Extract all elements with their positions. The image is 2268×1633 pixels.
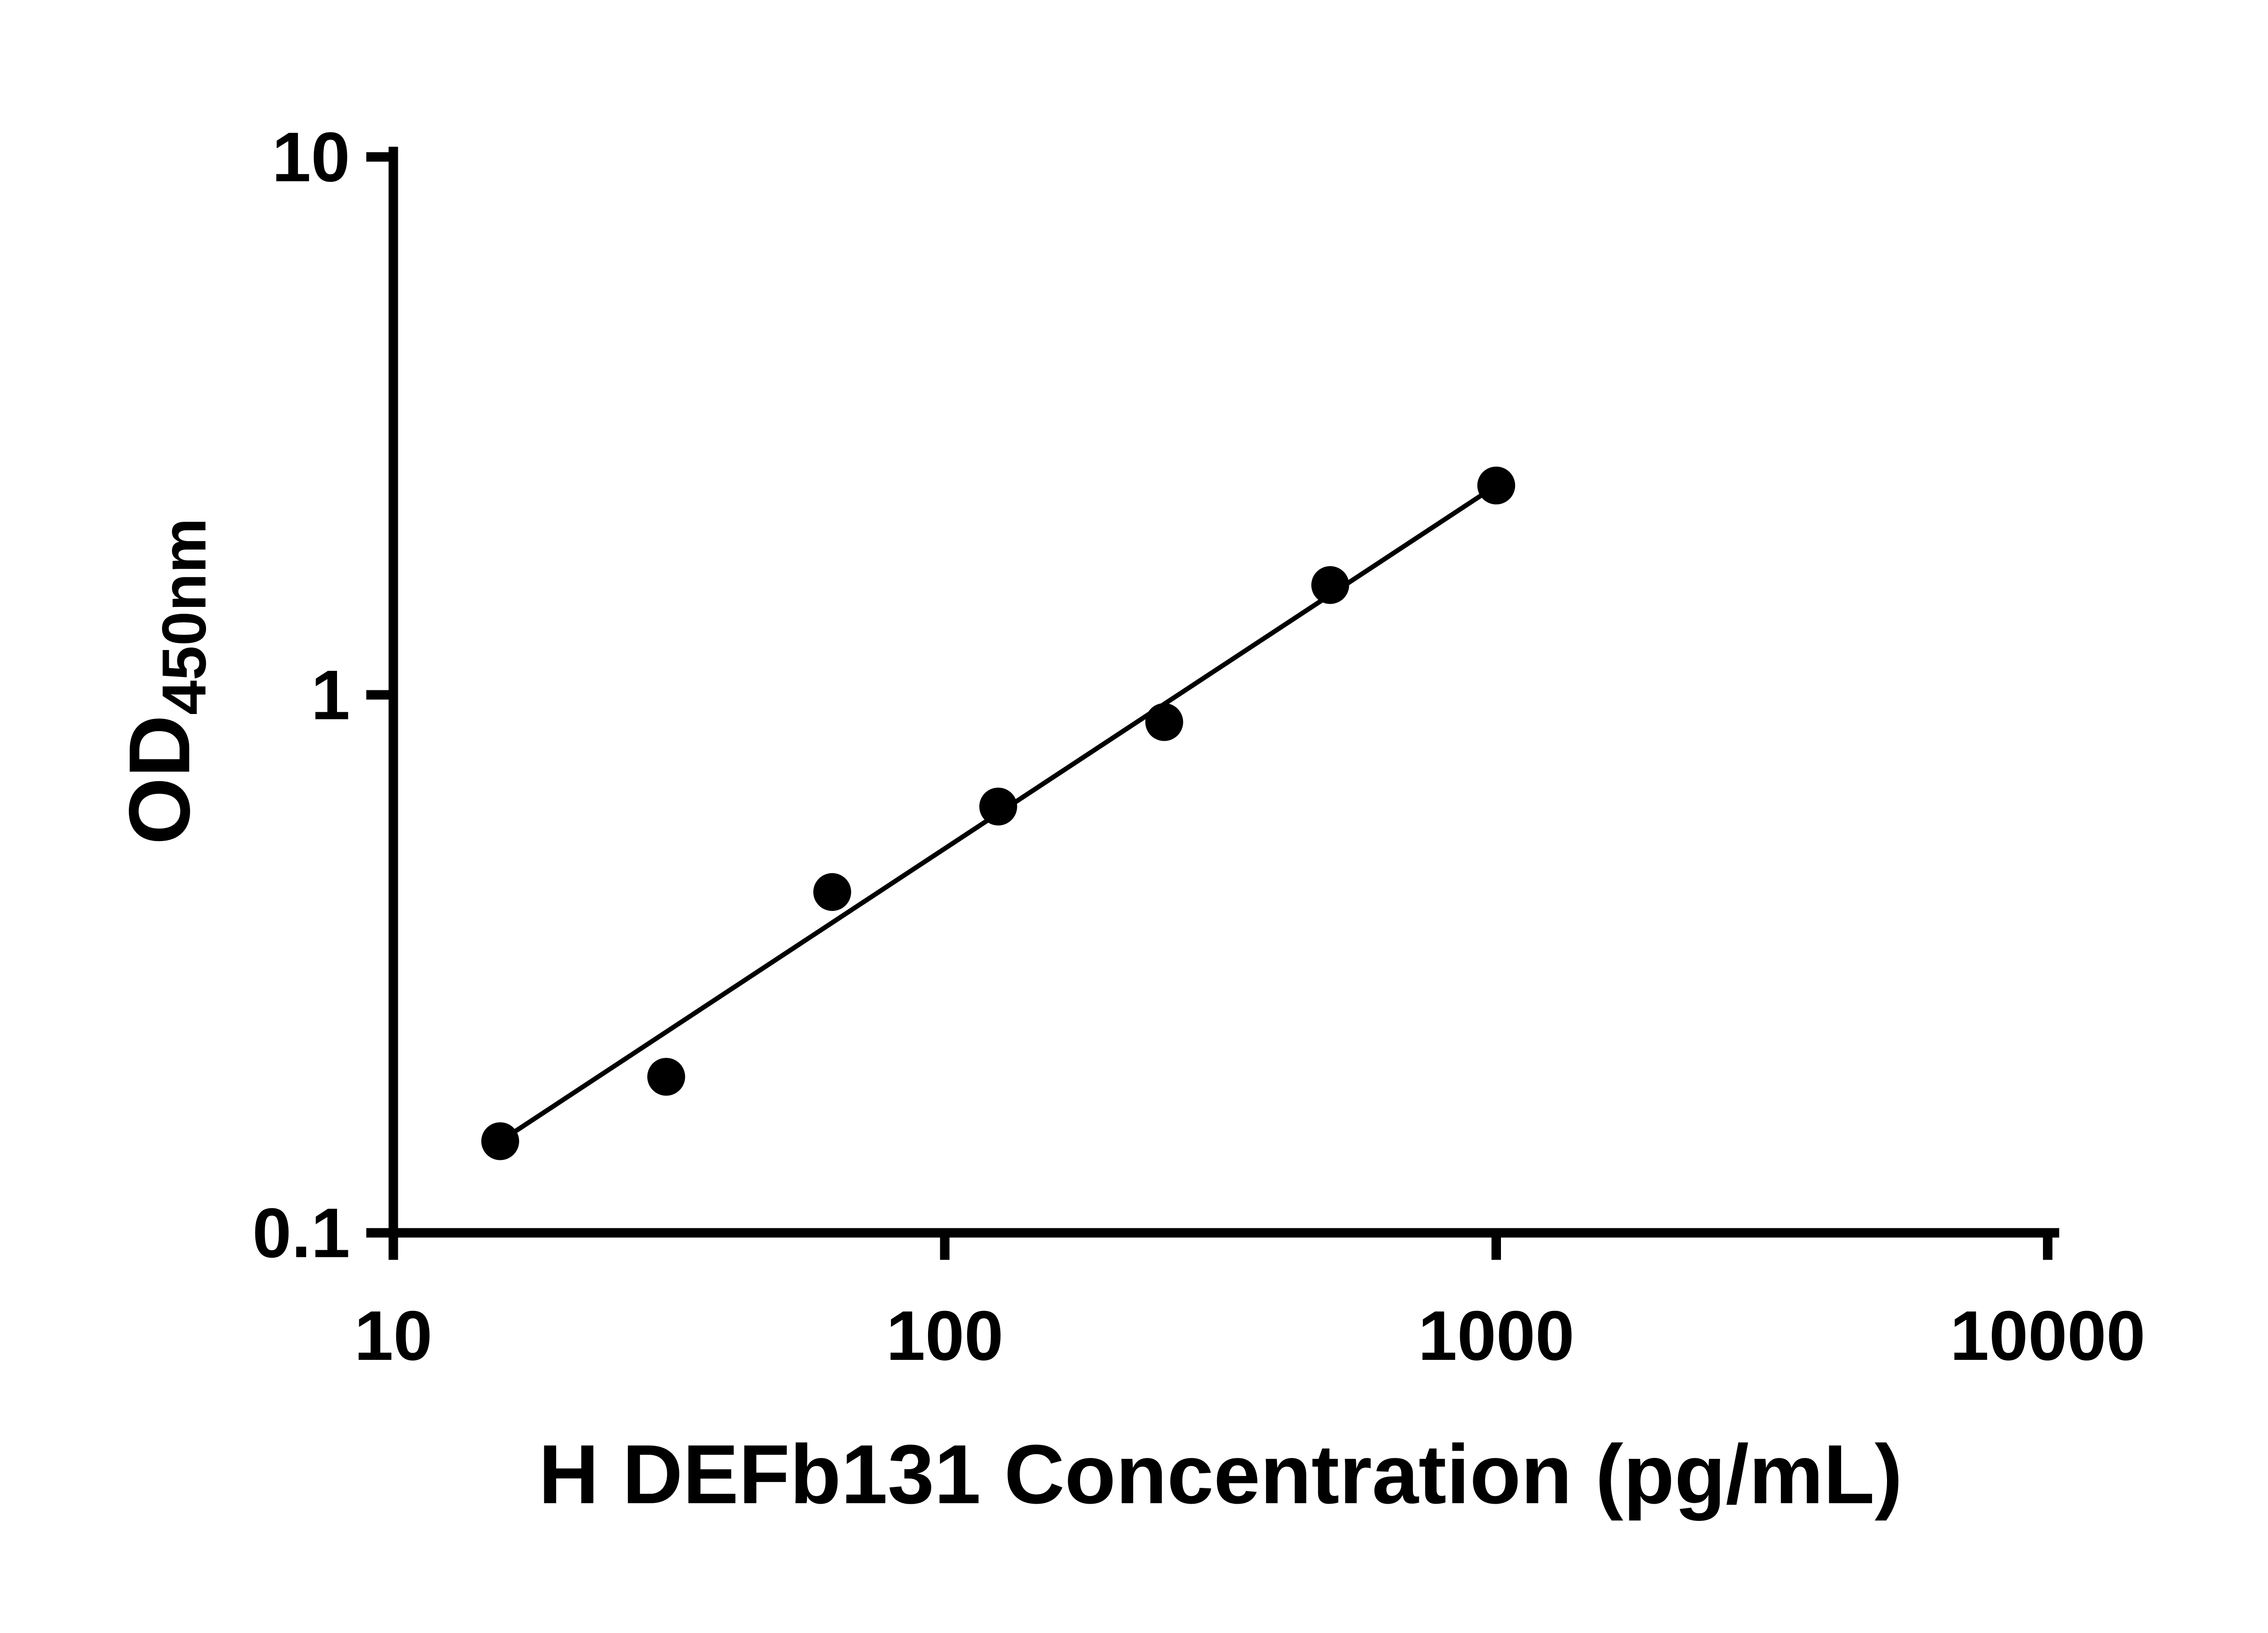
x-tick-label: 100 [886,1296,1004,1375]
data-point [1145,703,1183,741]
data-point [481,1122,519,1160]
y-axis-title-subscript: 450nm [150,518,219,715]
data-point [813,873,851,911]
y-tick-label: 10 [272,118,350,196]
data-point [1477,466,1515,505]
x-axis-title: H DEFb131 Concentration (pg/mL) [538,1428,1902,1521]
axes: 10 100 1000 10000 0.1 1 10 [252,118,2145,1375]
data-point [1311,566,1349,604]
y-tick-label: 0.1 [252,1193,350,1272]
y-axis-title-group: OD450nm [111,518,219,845]
x-tick-label: 10000 [1950,1296,2146,1375]
plot-area [481,466,1515,1160]
data-point [979,787,1017,826]
data-point [647,1058,685,1096]
axis-spine [388,147,2059,1238]
y-tick-label: 1 [311,655,350,734]
y-axis-title-main: OD [111,715,208,845]
x-tick-label: 10 [354,1296,432,1375]
y-axis-title: OD450nm [111,518,219,845]
x-tick-label: 1000 [1418,1296,1574,1375]
